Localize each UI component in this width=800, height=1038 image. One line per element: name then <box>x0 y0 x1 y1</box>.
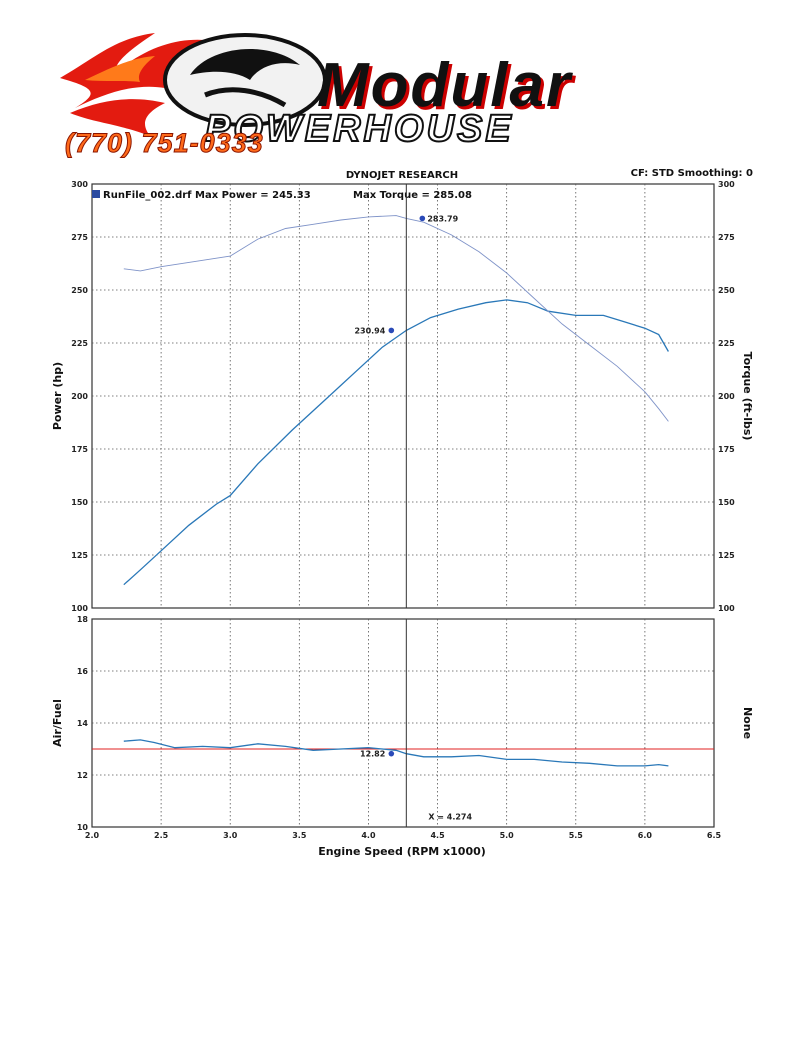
brand-main-text: Modular <box>317 51 573 120</box>
y-tick-label: 12 <box>77 771 88 780</box>
none-axis-label: None <box>741 707 754 739</box>
y-tick-label: 18 <box>77 615 89 624</box>
x-tick-label: 6.5 <box>707 831 722 840</box>
air-fuel-panel: 2.0 2.5 3.0 3.5 4.0 4.5 5.0 5.5 6.0 6.5 10 12 14 16 18… <box>77 615 722 840</box>
cf-smoothing-label: CF: STD Smoothing: 0 <box>631 168 753 179</box>
chart-title: DYNOJET RESEARCH <box>346 170 458 181</box>
legend-entry: RunFile_002.drf Max Power = 245.33 <box>103 190 311 201</box>
x-tick-label: 4.0 <box>361 831 376 840</box>
y2-tick-label: 100 <box>718 604 735 613</box>
power-line <box>123 299 669 586</box>
air-fuel-series <box>92 619 714 827</box>
y2-tick-label: 150 <box>718 498 735 507</box>
y2-tick-label: 200 <box>718 392 735 401</box>
x-tick-label: 3.5 <box>292 831 307 840</box>
power-torque-annotations: 283.79 230.94 <box>354 214 458 335</box>
y-tick-label: 150 <box>71 498 88 507</box>
y-tick-label: 16 <box>77 667 89 676</box>
y2-tick-label: 125 <box>718 551 735 560</box>
x-tick-label: 5.5 <box>569 831 584 840</box>
y2-tick-label: 300 <box>718 180 735 189</box>
y2-tick-label: 175 <box>718 445 735 454</box>
x-tick-label: 2.5 <box>154 831 169 840</box>
air-fuel-grid <box>92 619 714 827</box>
x-tick-label: 2.0 <box>85 831 100 840</box>
y-tick-label: 275 <box>71 233 88 242</box>
y2-tick-label: 225 <box>718 339 735 348</box>
x-tick-label: 4.5 <box>430 831 445 840</box>
air-fuel-ticks: 2.0 2.5 3.0 3.5 4.0 4.5 5.0 5.5 6.0 6.5 10 12 14 16 18 <box>77 615 722 840</box>
modular-powerhouse-logo: Modular POWERHOUSE (770) 751-0333 <box>55 8 755 159</box>
y2-tick-label: 250 <box>718 286 735 295</box>
air-fuel-line <box>123 739 669 767</box>
y-tick-label: 250 <box>71 286 88 295</box>
x-tick-label: 6.0 <box>638 831 653 840</box>
data-point-marker <box>388 327 395 334</box>
data-point-marker <box>419 215 426 222</box>
legend-swatch <box>92 190 100 198</box>
data-label: 230.94 <box>354 326 385 335</box>
air-fuel-axis-label: Air/Fuel <box>51 699 64 747</box>
engine-speed-axis-label: Engine Speed (RPM x1000) <box>318 845 486 858</box>
y-tick-label: 300 <box>71 180 88 189</box>
y-tick-label: 100 <box>71 604 88 613</box>
y2-tick-label: 275 <box>718 233 735 242</box>
power-torque-ticks: 100 125 150 175 200 225 250 275 300 100 125 150 175 2… <box>71 180 735 613</box>
data-label: 12.82 <box>360 750 385 759</box>
y-tick-label: 200 <box>71 392 88 401</box>
y-tick-label: 14 <box>77 719 89 728</box>
y-tick-label: 175 <box>71 445 88 454</box>
power-axis-label: Power (hp) <box>51 362 64 430</box>
power-torque-series <box>123 184 669 608</box>
cursor-x-label: X = 4.274 <box>428 813 472 822</box>
brand-sub-text: POWERHOUSE <box>204 107 514 151</box>
y-tick-label: 10 <box>77 823 89 832</box>
flame-graphic <box>60 33 205 136</box>
power-torque-grid <box>92 184 714 608</box>
max-torque-label: Max Torque = 285.08 <box>353 190 472 201</box>
muscle-man-graphic <box>163 33 327 127</box>
data-label: 283.79 <box>427 214 458 223</box>
power-torque-panel: 100 125 150 175 200 225 250 275 300 100 125 150 175 2… <box>71 180 735 613</box>
air-fuel-annotations: 12.82 X = 4.274 <box>360 750 472 822</box>
y-tick-label: 225 <box>71 339 88 348</box>
x-tick-label: 5.0 <box>500 831 515 840</box>
x-tick-label: 3.0 <box>223 831 238 840</box>
phone-number: (770) 751-0333 <box>65 128 264 159</box>
data-point-marker <box>388 750 395 757</box>
y-tick-label: 125 <box>71 551 88 560</box>
torque-axis-label: Torque (ft-lbs) <box>741 352 754 441</box>
torque-line <box>123 215 669 422</box>
